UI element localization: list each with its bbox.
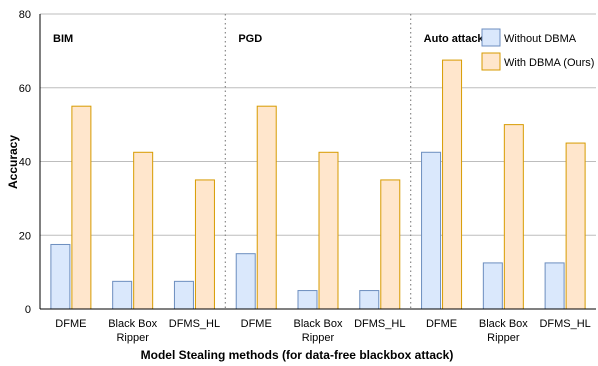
bar-without-dbma	[421, 151, 442, 310]
y-tick-label: 0	[25, 304, 31, 316]
bar-without-dbma	[173, 280, 194, 310]
bar-without-dbma	[482, 262, 503, 310]
x-category-label: DFMS_HL	[539, 318, 590, 330]
bar-with-dbma	[71, 105, 92, 310]
x-category-label: Ripper	[116, 332, 149, 344]
bar-with-dbma	[256, 105, 277, 310]
x-category-label: DFME	[426, 318, 457, 330]
bar-with-dbma	[194, 179, 215, 310]
x-axis-title: Model Stealing methods (for data-free bl…	[141, 348, 454, 362]
group-label: Auto attack	[424, 33, 485, 45]
bar-without-dbma	[297, 290, 318, 310]
bar-with-dbma	[380, 179, 401, 310]
bar-without-dbma	[112, 280, 133, 310]
bar-with-dbma	[503, 124, 524, 310]
legend-swatch	[481, 52, 501, 71]
bar-with-dbma	[565, 142, 586, 310]
labels: 0 20 40 60 80 BIM DFME Black Box Ripper DFMS_HL PG…	[19, 9, 591, 344]
bar-without-dbma	[50, 243, 71, 310]
legend: Without DBMA With DBMA (Ours)	[481, 28, 594, 71]
y-tick-label: 40	[19, 157, 31, 169]
grid-lines	[40, 13, 596, 236]
bar-with-dbma	[442, 59, 463, 310]
x-category-label: DFME	[241, 318, 272, 330]
legend-swatch	[481, 28, 501, 47]
bar-without-dbma	[359, 290, 380, 310]
bars	[50, 59, 586, 310]
x-category-label: DFMS_HL	[169, 318, 220, 330]
x-category-label: DFMS_HL	[354, 318, 405, 330]
legend-label: Without DBMA	[504, 33, 577, 45]
group-label: PGD	[238, 33, 262, 45]
axes	[39, 14, 596, 310]
bar-without-dbma	[235, 253, 256, 310]
y-tick-label: 60	[19, 83, 31, 95]
x-category-label: Ripper	[302, 332, 335, 344]
legend-label: With DBMA (Ours)	[504, 57, 594, 69]
x-category-label: Ripper	[487, 332, 520, 344]
x-category-label: Black Box	[479, 318, 528, 330]
bar-without-dbma	[544, 262, 565, 310]
x-category-label: Black Box	[108, 318, 157, 330]
x-category-label: DFME	[55, 318, 86, 330]
y-axis-title: Accuracy	[6, 135, 20, 189]
x-category-label: Black Box	[294, 318, 343, 330]
y-tick-label: 80	[19, 9, 31, 21]
group-label: BIM	[53, 33, 73, 45]
bar-with-dbma	[133, 151, 154, 310]
y-tick-label: 20	[19, 230, 31, 242]
bar-with-dbma	[318, 151, 339, 310]
